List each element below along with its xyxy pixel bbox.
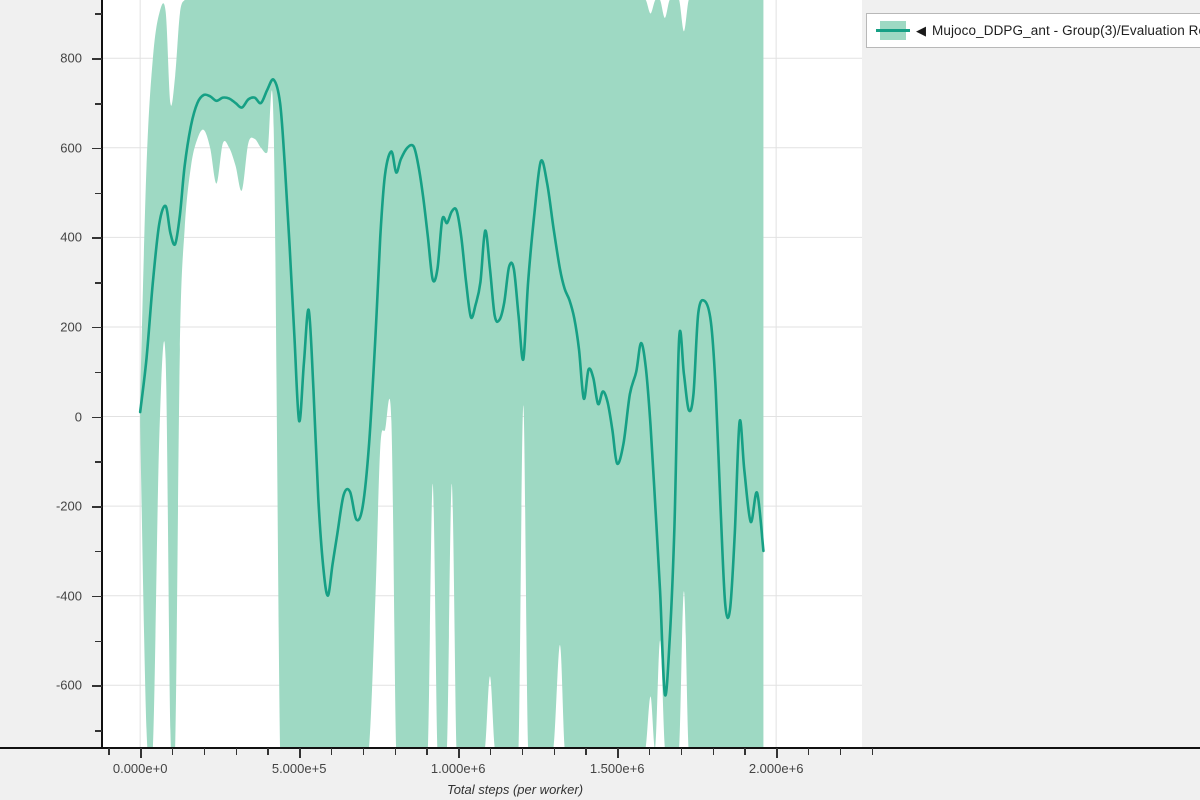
y-tick-minor xyxy=(95,640,102,642)
y-tick-label: -200 xyxy=(55,498,82,514)
y-tick-label: -400 xyxy=(55,588,82,604)
legend-entry-label: Mujoco_DDPG_ant - Group(3)/Evaluation Re… xyxy=(932,23,1200,38)
x-tick-major xyxy=(617,748,619,758)
y-tick-major xyxy=(92,506,102,508)
x-tick-label: 2.000e+6 xyxy=(748,761,804,776)
y-tick-major xyxy=(92,237,102,239)
x-tick-minor xyxy=(521,748,524,755)
x-tick-minor xyxy=(712,748,715,755)
x-tick-major xyxy=(776,748,778,758)
x-tick-minor xyxy=(807,748,810,755)
y-tick-minor xyxy=(95,730,102,732)
y-tick-minor xyxy=(95,13,102,15)
legend-line-swatch xyxy=(876,29,910,32)
x-axis-line xyxy=(0,747,1200,749)
y-tick-label: 200 xyxy=(60,319,82,335)
x-tick-minor xyxy=(744,748,746,755)
y-tick-minor xyxy=(95,550,102,553)
y-tick-major xyxy=(92,147,102,150)
x-tick-minor xyxy=(871,748,874,755)
y-tick-label: 800 xyxy=(60,50,82,66)
x-tick-minor xyxy=(585,748,587,755)
x-tick-minor xyxy=(394,748,397,755)
x-tick-major xyxy=(140,748,142,758)
y-tick-minor xyxy=(95,103,102,105)
y-tick-label: 600 xyxy=(60,140,82,156)
chart-legend[interactable]: ◀ Mujoco_DDPG_ant - Group(3)/Evaluation … xyxy=(866,13,1200,48)
x-tick-minor xyxy=(648,748,651,755)
x-tick-minor xyxy=(489,748,492,755)
x-tick-label: 5.000e+5 xyxy=(271,761,327,776)
y-tick-label: 0 xyxy=(74,409,82,425)
y-tick-label: -600 xyxy=(55,677,82,693)
x-tick-label: 1.000e+6 xyxy=(430,761,486,776)
x-tick-minor xyxy=(553,748,556,755)
x-tick-minor xyxy=(680,748,683,755)
x-tick-minor xyxy=(108,748,110,755)
y-tick-major xyxy=(92,595,102,598)
x-tick-minor xyxy=(426,748,428,755)
y-tick-minor xyxy=(95,192,102,195)
x-tick-minor xyxy=(330,748,333,755)
x-tick-minor xyxy=(839,748,842,755)
y-tick-minor xyxy=(95,282,102,284)
x-tick-major xyxy=(458,748,460,758)
x-axis-title: Total steps (per worker) xyxy=(446,782,584,797)
x-tick-minor xyxy=(203,748,206,755)
x-tick-minor xyxy=(362,748,365,755)
y-axis-line xyxy=(101,0,103,748)
legend-marker-icon: ◀ xyxy=(916,23,926,38)
y-tick-minor xyxy=(95,371,102,374)
x-tick-minor xyxy=(235,748,238,755)
legend-color-swatch xyxy=(876,21,910,40)
y-tick-minor xyxy=(95,461,102,463)
plot-area xyxy=(102,0,862,748)
x-tick-label: 1.500e+6 xyxy=(589,761,645,776)
y-tick-major xyxy=(92,58,102,60)
plot-canvas xyxy=(102,0,862,748)
confidence-band xyxy=(140,0,764,748)
series-line xyxy=(138,78,765,697)
y-tick-major xyxy=(92,685,102,687)
y-tick-major xyxy=(92,326,102,329)
x-tick-major xyxy=(299,748,301,758)
x-tick-minor xyxy=(267,748,269,755)
x-tick-minor xyxy=(171,748,174,755)
y-tick-label: 400 xyxy=(60,229,82,245)
x-tick-label: 0.000e+0 xyxy=(112,761,168,776)
y-tick-major xyxy=(92,416,102,419)
